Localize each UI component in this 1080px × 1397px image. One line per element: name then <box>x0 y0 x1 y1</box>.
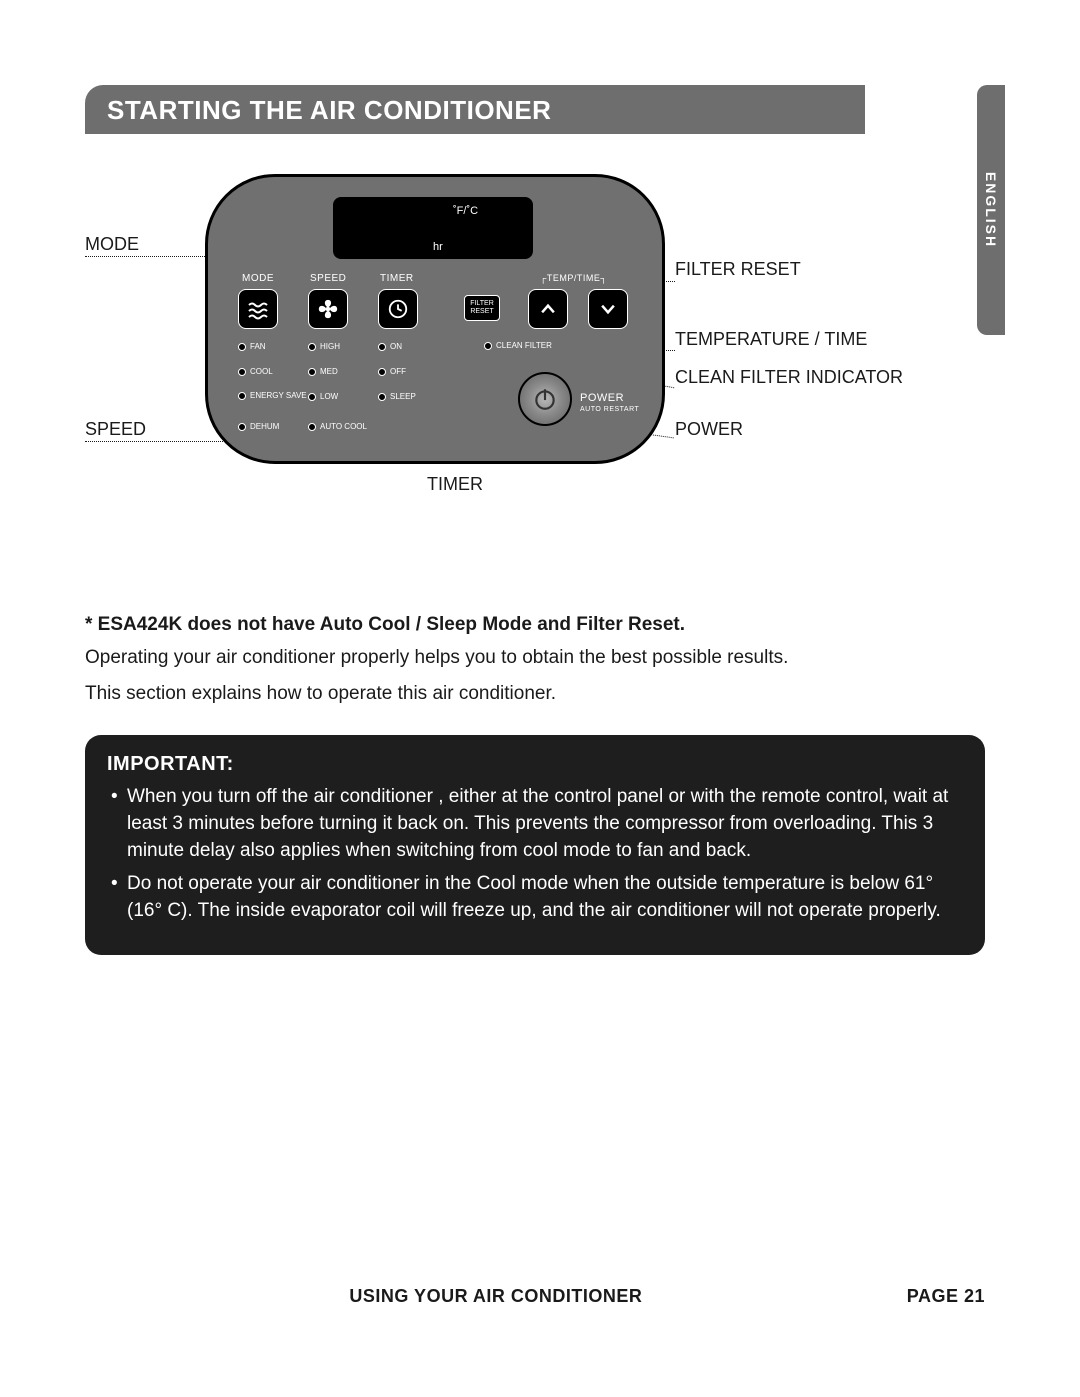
control-panel-diagram: MODE SPEED TIMER FILTER RESET TEMPERATUR… <box>85 174 985 574</box>
clock-icon <box>387 298 409 320</box>
filter-reset-button[interactable]: FILTER RESET <box>464 295 500 321</box>
led-low: LOW <box>308 392 338 401</box>
callout-timer: TIMER <box>427 474 483 495</box>
led-high: HIGH <box>308 342 340 351</box>
callout-filter-reset: FILTER RESET <box>675 259 801 280</box>
language-tab-label: ENGLISH <box>983 172 999 248</box>
fan-icon <box>317 298 339 320</box>
led-fan: FAN <box>238 342 266 351</box>
timer-button[interactable] <box>378 289 418 329</box>
important-item: When you turn off the air conditioner , … <box>111 784 963 865</box>
label-temp-time: ┌TEMP/TIME┐ <box>540 273 607 283</box>
body-text-2: This section explains how to operate thi… <box>85 680 985 708</box>
led-clean-filter: CLEAN FILTER <box>484 342 528 350</box>
chevron-up-icon <box>538 299 558 319</box>
led-cool: COOL <box>238 367 273 376</box>
page-content: STARTING THE AIR CONDITIONER MODE SPEED … <box>85 85 985 1397</box>
callout-power: POWER <box>675 419 743 440</box>
important-box: IMPORTANT: When you turn off the air con… <box>85 735 985 955</box>
important-item: Do not operate your air conditioner in t… <box>111 871 963 925</box>
led-on: ON <box>378 342 402 351</box>
led-med: MED <box>308 367 338 376</box>
waves-icon <box>246 297 270 321</box>
label-power: POWER <box>580 392 624 404</box>
temp-up-button[interactable] <box>528 289 568 329</box>
body-text-1: Operating your air conditioner properly … <box>85 644 985 672</box>
important-heading: IMPORTANT: <box>107 753 963 776</box>
label-auto-restart: AUTO RESTART <box>580 406 639 413</box>
footer-section: USING YOUR AIR CONDITIONER <box>85 1286 907 1307</box>
callout-mode: MODE <box>85 234 139 255</box>
ac-control-panel: ˚F/˚C hr MODE SPEED TIMER ┌TEMP/TIME┐ FI… <box>205 174 665 464</box>
temp-down-button[interactable] <box>588 289 628 329</box>
power-icon <box>532 386 558 412</box>
display-units: ˚F/˚C <box>453 205 478 217</box>
callout-clean-filter: CLEAN FILTER INDICATOR <box>675 367 903 388</box>
chevron-down-icon <box>598 299 618 319</box>
important-list: When you turn off the air conditioner , … <box>107 784 963 925</box>
section-header: STARTING THE AIR CONDITIONER <box>85 85 865 134</box>
section-title: STARTING THE AIR CONDITIONER <box>107 95 551 125</box>
model-note: * ESA424K does not have Auto Cool / Slee… <box>85 614 985 636</box>
speed-button[interactable] <box>308 289 348 329</box>
led-energy-save: ENERGY SAVE <box>238 392 298 400</box>
led-dehum: DEHUM <box>238 422 279 431</box>
callout-temp-time: TEMPERATURE / TIME <box>675 329 867 350</box>
mode-button[interactable] <box>238 289 278 329</box>
callout-speed: SPEED <box>85 419 146 440</box>
footer-page: PAGE 21 <box>907 1286 985 1307</box>
label-timer: TIMER <box>380 273 414 284</box>
led-sleep: SLEEP <box>378 392 416 401</box>
page-footer: USING YOUR AIR CONDITIONER PAGE 21 <box>85 1286 985 1307</box>
led-off: OFF <box>378 367 406 376</box>
power-button[interactable] <box>518 372 572 426</box>
led-auto-cool: AUTO COOL <box>308 422 367 431</box>
display-hr: hr <box>433 241 443 253</box>
lcd-display: ˚F/˚C hr <box>333 197 533 259</box>
label-mode: MODE <box>242 273 274 284</box>
label-speed: SPEED <box>310 273 346 284</box>
